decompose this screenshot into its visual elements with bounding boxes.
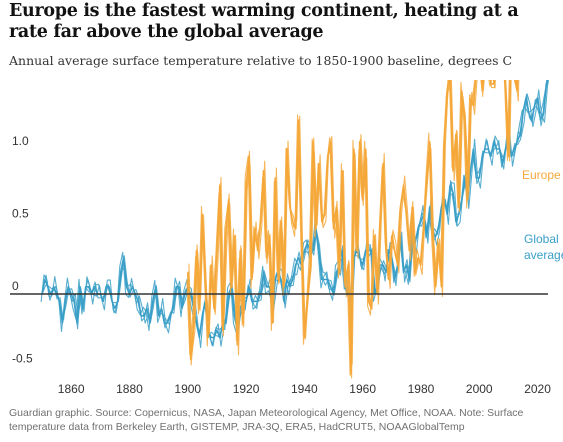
- x-tick-label: 1860: [58, 382, 85, 396]
- x-tick-label: 1920: [233, 382, 260, 396]
- source-note: Guardian graphic. Source: Copernicus, NA…: [9, 407, 524, 433]
- x-tick-label: 1960: [349, 382, 376, 396]
- series-label-global-line1: Global: [524, 232, 559, 246]
- x-tick-label: 2000: [466, 382, 493, 396]
- series-labels: Europe Global average: [522, 168, 563, 262]
- y-tick-label: 0.5: [12, 207, 29, 221]
- x-tick-label: 1940: [291, 382, 318, 396]
- series-lines: [40, 80, 549, 379]
- series-label-global-line2: average: [524, 248, 563, 262]
- x-tick-label: 1880: [116, 382, 143, 396]
- x-tick-label: 1900: [174, 382, 201, 396]
- series-line-global: [42, 80, 548, 339]
- y-tick-label: 0: [12, 279, 19, 293]
- chart-title: Europe is the fastest warming continent,…: [9, 1, 519, 42]
- line-chart: 2.52.01.51.00.50-0.5-1.0 186018801900192…: [10, 80, 563, 396]
- chart-subtitle: Annual average surface temperature relat…: [9, 53, 513, 68]
- series-line-europe: [188, 80, 520, 365]
- x-axis: 1860 1880 1900 1920 1940 1960 1980 2000 2020: [58, 382, 551, 396]
- series-line-europe: [186, 80, 517, 376]
- y-tick-label: 1.0: [12, 134, 29, 148]
- series-line-europe: [187, 80, 519, 379]
- y-axis: 2.52.01.51.00.50-0.5-1.0: [12, 134, 33, 366]
- series-label-europe: Europe: [522, 168, 561, 182]
- x-tick-label: 2020: [524, 382, 551, 396]
- x-tick-label: 1980: [408, 382, 435, 396]
- y-tick-label: -0.5: [12, 352, 33, 366]
